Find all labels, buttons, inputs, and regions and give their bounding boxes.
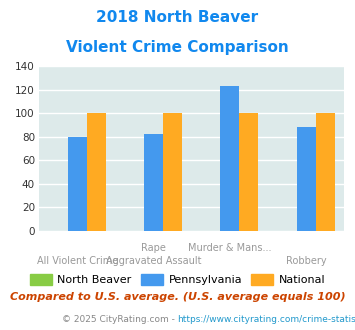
Legend: North Beaver, Pennsylvania, National: North Beaver, Pennsylvania, National <box>25 270 330 290</box>
Text: © 2025 CityRating.com -: © 2025 CityRating.com - <box>62 315 178 324</box>
Bar <box>239 113 258 231</box>
Text: Robbery: Robbery <box>286 256 327 266</box>
Text: Aggravated Assault: Aggravated Assault <box>106 256 201 266</box>
Text: Compared to U.S. average. (U.S. average equals 100): Compared to U.S. average. (U.S. average … <box>10 292 345 302</box>
Bar <box>297 127 316 231</box>
Bar <box>163 113 182 231</box>
Text: Rape: Rape <box>141 243 166 252</box>
Bar <box>68 137 87 231</box>
Text: All Violent Crime: All Violent Crime <box>37 256 118 266</box>
Bar <box>220 86 239 231</box>
Text: https://www.cityrating.com/crime-statistics/: https://www.cityrating.com/crime-statist… <box>178 315 355 324</box>
Text: Violent Crime Comparison: Violent Crime Comparison <box>66 40 289 54</box>
Bar <box>87 113 106 231</box>
Text: 2018 North Beaver: 2018 North Beaver <box>97 10 258 25</box>
Bar <box>144 134 163 231</box>
Text: Murder & Mans...: Murder & Mans... <box>188 243 272 252</box>
Bar <box>316 113 335 231</box>
